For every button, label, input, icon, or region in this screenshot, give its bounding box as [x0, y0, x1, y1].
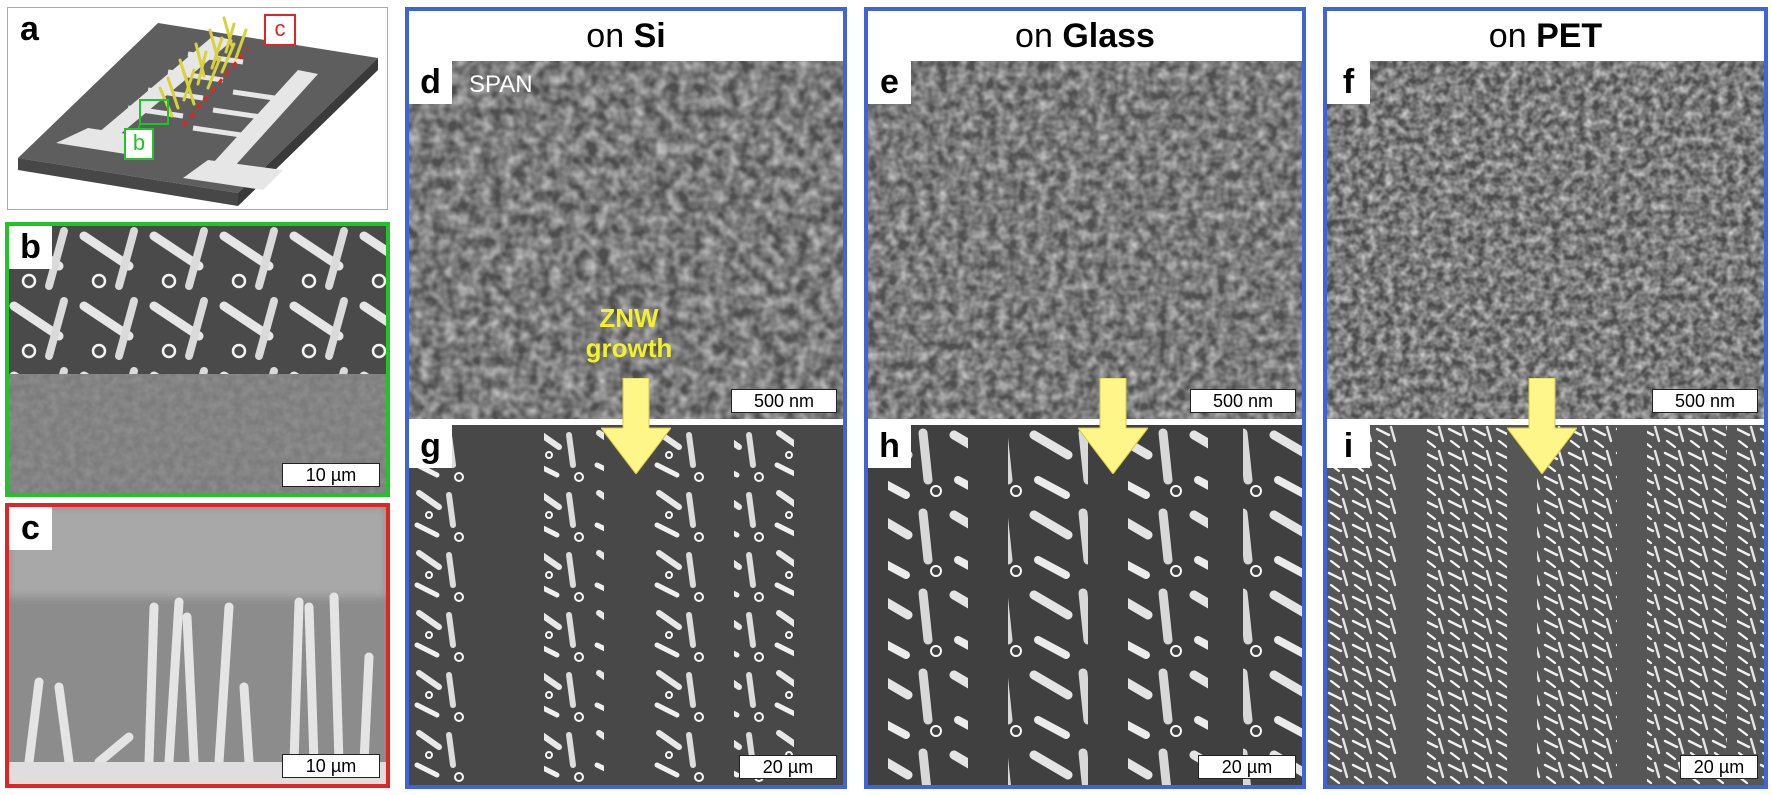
growth-arrow-glass: [1078, 378, 1148, 474]
panel-c-scalebar: 10 µm: [282, 754, 380, 778]
panel-c-letter: c: [9, 507, 52, 550]
column-pet: on PET f 500 nm i 20 µm: [1323, 7, 1768, 789]
panel-a-letter: a: [8, 8, 51, 51]
span-label: SPAN: [469, 71, 533, 98]
panel-h-scalebar: 20 µm: [1198, 755, 1296, 779]
column-pet-header: on PET: [1488, 17, 1603, 55]
right-electrode: [183, 160, 283, 190]
panel-f-scalebar: 500 nm: [1652, 389, 1758, 413]
panel-b-scalebar: 10 µm: [282, 463, 380, 487]
panel-d-scalebar: 500 nm: [731, 389, 837, 413]
growth-arrow-pet: [1507, 378, 1577, 474]
panel-b-letter: b: [9, 226, 52, 269]
panel-a-schematic: a b c: [7, 7, 388, 210]
panel-d-letter: d: [409, 61, 452, 104]
growth-label-line1: ZNW: [599, 303, 659, 333]
column-si-header: on Si: [586, 17, 666, 55]
column-glass-header: on Glass: [1015, 17, 1155, 55]
device-schematic: [18, 16, 378, 206]
panel-c-sem: c 10 µm: [5, 503, 390, 788]
panel-h-letter: h: [868, 425, 911, 468]
growth-label-line2: growth: [585, 333, 673, 363]
panel-h-sem: h 20 µm: [868, 425, 1302, 785]
callout-b: b: [124, 128, 154, 160]
panel-e-sem: e 500 nm: [868, 61, 1302, 419]
panel-i-sem: i 20 µm: [1327, 425, 1764, 785]
nanowire-array-model: [158, 16, 248, 118]
panel-g-sem: g 20 µm: [409, 425, 843, 785]
panel-g-letter: g: [409, 425, 452, 468]
panel-f-letter: f: [1327, 61, 1370, 104]
region-b-box: [139, 99, 169, 125]
panel-i-letter: i: [1327, 425, 1370, 468]
panel-e-scalebar: 500 nm: [1190, 389, 1296, 413]
panel-g-scalebar: 20 µm: [739, 755, 837, 779]
cross-section-line: [181, 47, 250, 127]
growth-label: ZNW growth: [579, 303, 679, 363]
panel-e-letter: e: [868, 61, 911, 104]
panel-i-scalebar: 20 µm: [1680, 755, 1758, 779]
panel-d-sem: d SPAN ZNW growth 500 nm: [409, 61, 843, 419]
callout-c: c: [264, 14, 296, 46]
panel-f-sem: f 500 nm: [1327, 61, 1764, 419]
growth-arrow-si: [601, 378, 671, 474]
column-si: on Si d SPAN ZNW growth 500 nm g 20 µm: [405, 7, 847, 789]
column-glass: on Glass e 500 nm h 20 µm: [864, 7, 1306, 789]
panel-b-sem: b 10 µm: [5, 222, 390, 497]
